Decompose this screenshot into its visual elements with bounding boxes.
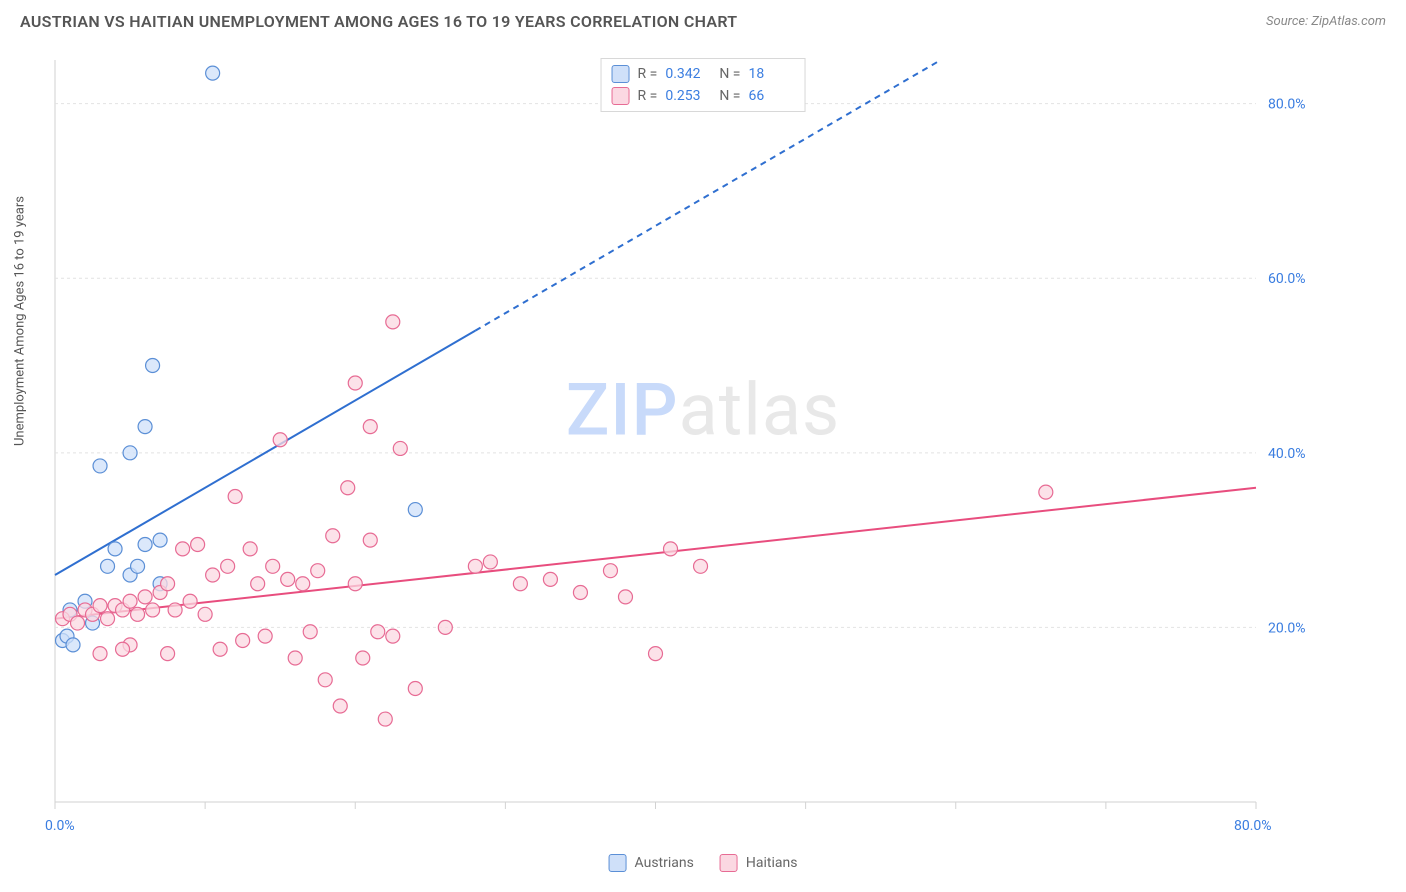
n-value-austrians: 18: [748, 66, 794, 82]
n-label-2: N =: [719, 88, 740, 104]
svg-text:60.0%: 60.0%: [1268, 271, 1306, 287]
r-label: R =: [638, 66, 658, 82]
swatch-haitians-2: [720, 854, 738, 872]
chart-title: AUSTRIAN VS HAITIAN UNEMPLOYMENT AMONG A…: [20, 12, 737, 31]
chart-area: 20.0% 40.0% 60.0% 80.0%: [45, 50, 1316, 832]
swatch-austrians-2: [609, 854, 627, 872]
chart-source: Source: ZipAtlas.com: [1266, 14, 1386, 29]
series-legend: Austrians Haitians: [609, 854, 798, 872]
svg-text:80.0%: 80.0%: [1268, 97, 1306, 113]
legend-item-austrians: Austrians: [609, 854, 694, 872]
legend-row-haitians: R = 0.253 N = 66: [612, 85, 795, 107]
svg-text:20.0%: 20.0%: [1268, 620, 1306, 636]
correlation-legend: R = 0.342 N = 18 R = 0.253 N = 66: [601, 58, 806, 112]
legend-item-haitians: Haitians: [720, 854, 798, 872]
swatch-haitians: [612, 87, 630, 105]
chart-header: AUSTRIAN VS HAITIAN UNEMPLOYMENT AMONG A…: [0, 0, 1406, 39]
y-axis-label: Unemployment Among Ages 16 to 19 years: [13, 196, 28, 446]
n-value-haitians: 66: [748, 88, 794, 104]
legend-label-austrians: Austrians: [635, 855, 694, 871]
r-value-austrians: 0.342: [665, 66, 711, 82]
n-label: N =: [719, 66, 740, 82]
scatter-chart-svg: 20.0% 40.0% 60.0% 80.0%: [45, 50, 1316, 832]
x-axis-min-label: 0.0%: [45, 818, 75, 834]
svg-text:40.0%: 40.0%: [1268, 446, 1306, 462]
legend-row-austrians: R = 0.342 N = 18: [612, 63, 795, 85]
x-axis-max-label: 80.0%: [1234, 818, 1272, 834]
legend-label-haitians: Haitians: [746, 855, 798, 871]
r-label-2: R =: [638, 88, 658, 104]
swatch-austrians: [612, 65, 630, 83]
r-value-haitians: 0.253: [665, 88, 711, 104]
